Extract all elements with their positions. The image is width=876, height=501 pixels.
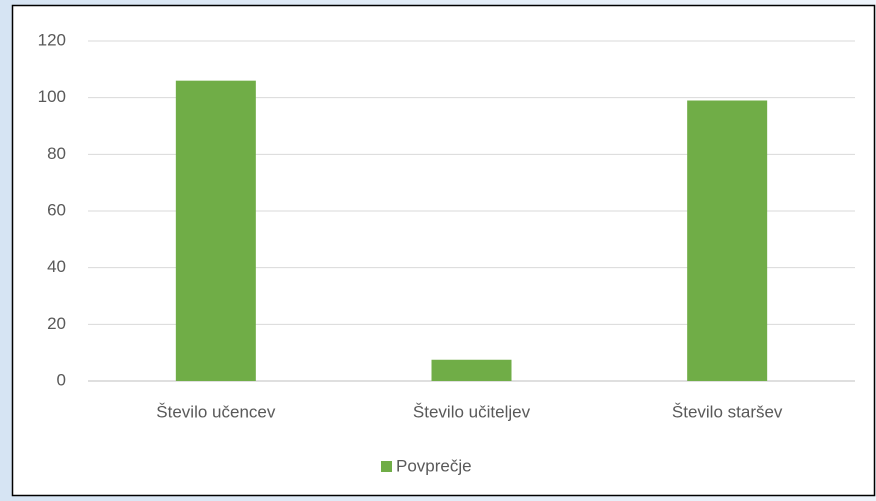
y-tick-label: 40 xyxy=(47,257,66,276)
y-tick-label: 80 xyxy=(47,144,66,163)
y-tick-label: 100 xyxy=(38,87,66,106)
x-tick-label: Število staršev xyxy=(672,402,783,421)
bar xyxy=(687,100,768,381)
y-tick-label: 0 xyxy=(57,370,66,389)
legend-swatch xyxy=(381,461,392,472)
x-tick-label: Število učiteljev xyxy=(413,402,531,421)
legend-label: Povprečje xyxy=(396,456,472,475)
bar xyxy=(175,80,256,382)
y-tick-label: 60 xyxy=(47,200,66,219)
bar xyxy=(431,359,512,381)
x-tick-label: Število učencev xyxy=(156,402,276,421)
y-tick-label: 20 xyxy=(47,314,66,333)
y-tick-label: 120 xyxy=(38,30,66,49)
